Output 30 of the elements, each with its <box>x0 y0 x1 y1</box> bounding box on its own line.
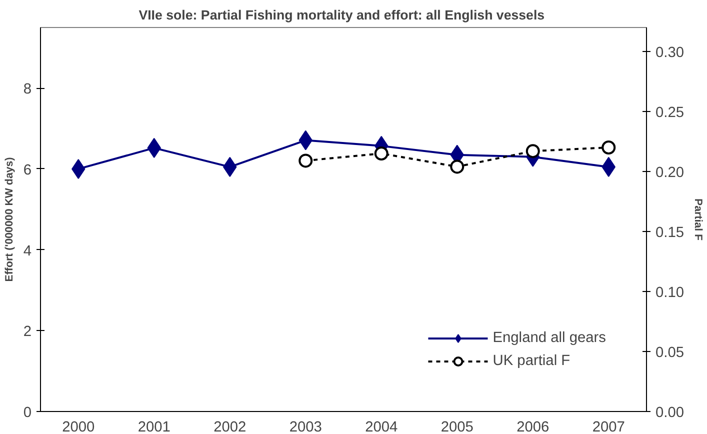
y-tick-label: 2 <box>23 324 32 340</box>
y-axis-title: Effort ('000000 KW days) <box>3 156 16 282</box>
x-tick-label: 2005 <box>440 420 474 434</box>
legend-label: UK partial F <box>492 353 570 369</box>
x-tick-label: 2004 <box>365 420 398 434</box>
chart-title: VIIe sole: Partial Fishing mortality and effort: all English vessels <box>138 8 545 22</box>
y2-tick-label: 0.00 <box>656 405 684 421</box>
y2-tick-label: 0.15 <box>656 225 684 241</box>
y-tick-label: 6 <box>23 162 32 178</box>
point <box>526 144 540 158</box>
y2-tick-label: 0.30 <box>656 45 684 61</box>
x-tick-label: 2007 <box>592 420 625 434</box>
y2-tick-label: 0.10 <box>656 285 684 301</box>
x-tick-label: 2001 <box>138 420 170 434</box>
y2-tick-label: 0.20 <box>656 165 684 181</box>
x-tick-label: 2003 <box>289 420 322 434</box>
y-tick-label: 8 <box>23 82 32 98</box>
y2-tick-label: 0.05 <box>656 345 684 361</box>
y-tick-label: 0 <box>23 405 32 421</box>
y-tick-label: 4 <box>23 243 32 260</box>
point <box>374 146 388 160</box>
point <box>298 154 313 168</box>
y2-tick-label: 0.25 <box>656 105 684 121</box>
y2-axis-title: Partial F <box>692 198 704 242</box>
point <box>602 140 616 154</box>
x-tick-label: 2002 <box>214 420 246 434</box>
x-tick-label: 2000 <box>62 420 95 434</box>
point <box>450 160 464 174</box>
legend-label: England all gears <box>492 330 606 346</box>
x-tick-label: 2006 <box>516 420 550 434</box>
